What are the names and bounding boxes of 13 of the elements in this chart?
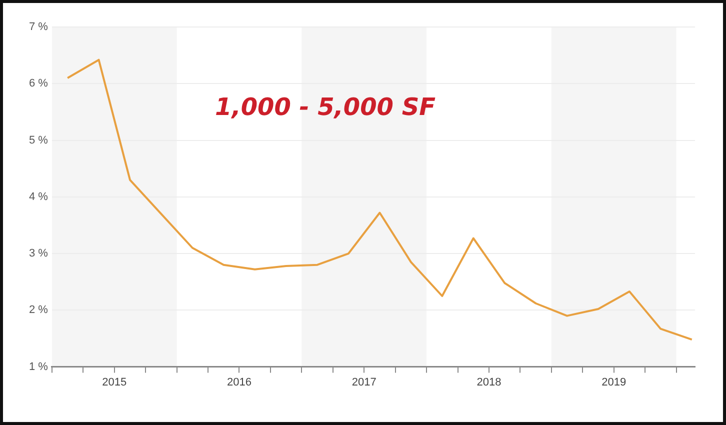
y-tick-label: 1 % [28, 360, 48, 373]
y-tick-label: 3 % [28, 248, 48, 260]
y-tick-label: 7 % [28, 21, 48, 34]
x-tick-label: 2015 [102, 376, 127, 388]
y-tick-label: 4 % [28, 190, 48, 203]
y-tick-label: 2 % [28, 304, 48, 316]
x-tick-label: 2018 [476, 376, 502, 388]
y-tick-label: 6 % [28, 78, 48, 90]
y-tick-label: 5 % [28, 134, 48, 146]
x-tick-label: 2019 [602, 376, 626, 388]
x-tick-label: 2016 [227, 376, 252, 388]
annotation: 1,000 - 5,000 SF [215, 93, 436, 121]
x-tick-label: 2017 [352, 376, 376, 388]
